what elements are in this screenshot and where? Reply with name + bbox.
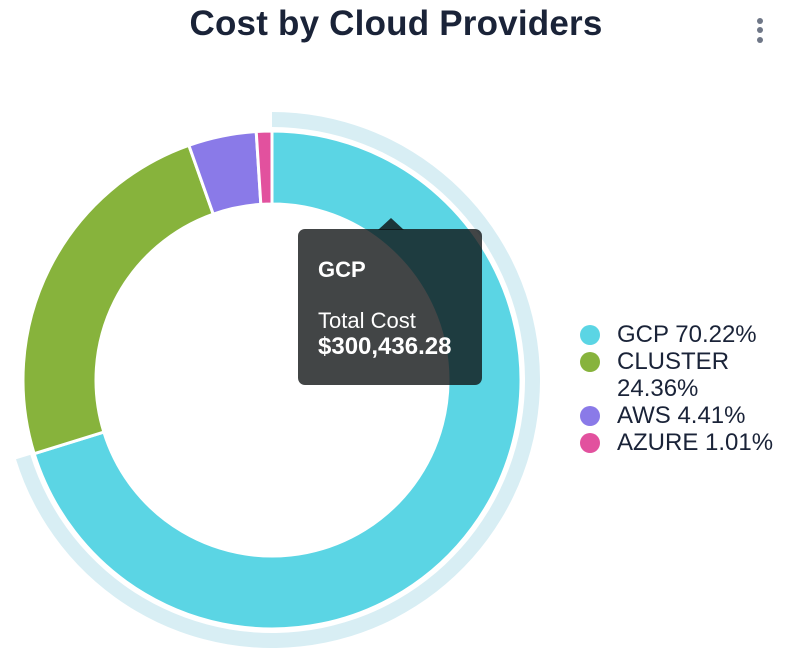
tooltip-caret xyxy=(378,218,404,230)
kebab-dot xyxy=(757,36,763,43)
legend-marker-azure xyxy=(580,433,600,453)
legend-item-cluster[interactable]: CLUSTER 24.36% xyxy=(578,348,790,402)
slice-cluster[interactable] xyxy=(21,143,215,456)
tooltip-series-name: GCP xyxy=(318,257,366,282)
legend-marker-aws xyxy=(580,406,600,426)
slice-azure[interactable] xyxy=(254,129,274,206)
chart-legend: GCP 70.22% CLUSTER 24.36% AWS 4.41% AZURE 1… xyxy=(578,321,790,456)
chart-tooltip: GCP Total Cost $300,436.28 xyxy=(298,218,482,385)
legend-item-azure[interactable]: AZURE 1.01% xyxy=(578,429,790,456)
legend-item-aws[interactable]: AWS 4.41% xyxy=(578,402,790,429)
tooltip-metric-label: Total Cost xyxy=(318,308,416,333)
legend-label: GCP 70.22% xyxy=(617,321,757,348)
tooltip-metric-value: $300,436.28 xyxy=(318,333,452,360)
legend-label: AZURE 1.01% xyxy=(617,429,774,456)
kebab-menu-icon[interactable] xyxy=(746,11,774,49)
legend-item-gcp[interactable]: GCP 70.22% xyxy=(578,321,790,348)
page-title: Cost by Cloud Providers xyxy=(189,4,603,43)
legend-label: AWS 4.41% xyxy=(617,402,746,429)
legend-marker-gcp xyxy=(580,325,600,345)
kebab-dot xyxy=(757,27,763,33)
kebab-dot xyxy=(757,17,763,24)
legend-label: CLUSTER 24.36% xyxy=(617,348,730,402)
legend-marker-cluster xyxy=(580,352,600,372)
